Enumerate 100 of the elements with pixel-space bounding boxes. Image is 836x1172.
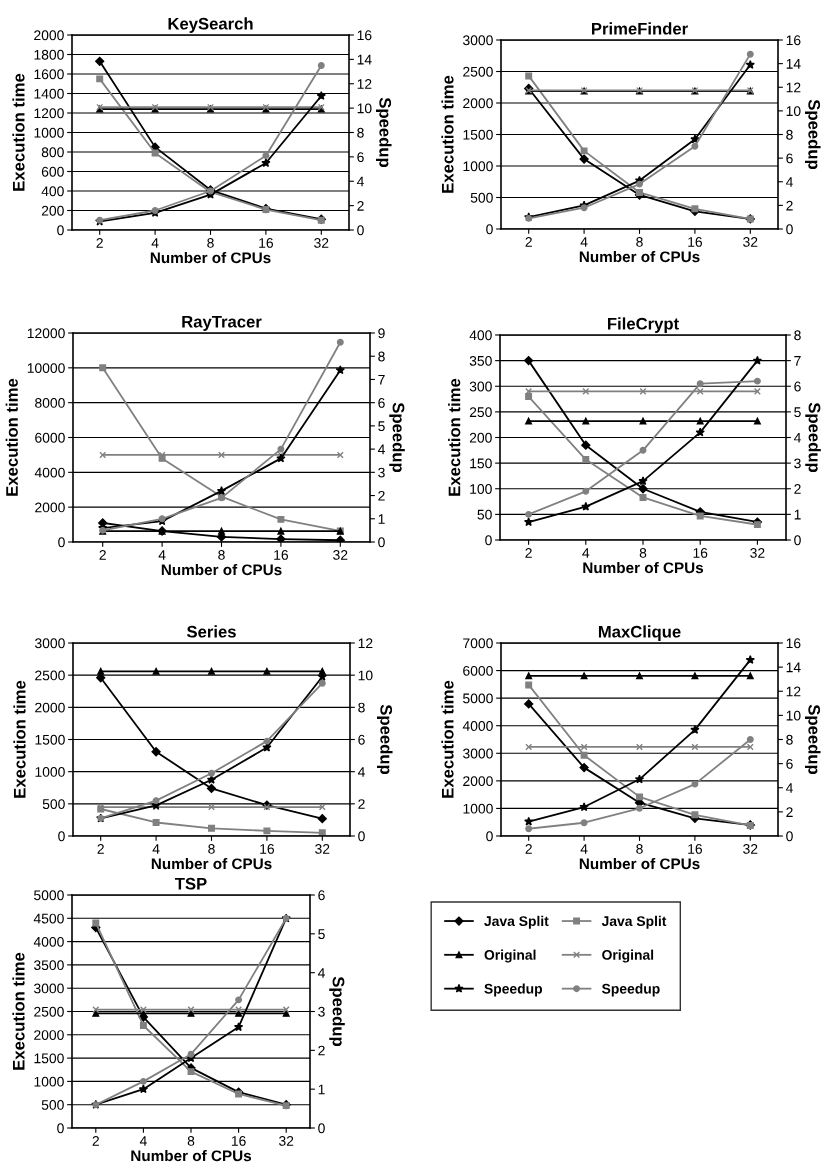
x-tick-label: 2 xyxy=(525,844,532,854)
x-tick-label: 2 xyxy=(96,238,103,248)
y2-tick-label: 0 xyxy=(358,831,365,842)
y-tick-label: 2000 xyxy=(35,502,65,513)
y-tick-label: 4000 xyxy=(462,721,493,731)
y-tick-label: 500 xyxy=(42,799,65,809)
x-tick-label: 4 xyxy=(580,844,588,854)
y-tick-label: 2500 xyxy=(35,670,65,681)
y2-axis-title: Speedup xyxy=(329,976,345,1047)
x-tick-label: 2 xyxy=(92,1136,99,1146)
x-axis-title: Number of CPUs xyxy=(151,857,272,870)
y-axis-title: Execution time xyxy=(441,680,454,798)
y-tick-label: 0 xyxy=(58,831,65,842)
y-tick-label: 2500 xyxy=(34,1006,64,1017)
y2-tick-label: 16 xyxy=(786,35,801,46)
y2-tick-label: 6 xyxy=(786,758,793,769)
x-tick-label: 16 xyxy=(688,237,703,247)
y2-tick-label: 12 xyxy=(786,686,801,697)
y2-tick-label: 2 xyxy=(358,799,365,809)
y2-tick-label: 8 xyxy=(794,330,801,341)
y2-tick-label: 1 xyxy=(794,509,801,520)
y2-tick-label: 3 xyxy=(378,467,385,478)
y-tick-label: 1000 xyxy=(34,127,64,138)
y2-tick-label: 12 xyxy=(786,82,801,93)
y-tick-label: 1500 xyxy=(463,129,493,140)
y-tick-label: 6000 xyxy=(35,432,65,443)
y-tick-label: 2500 xyxy=(463,66,493,77)
x-tick-label: 4 xyxy=(139,1136,147,1146)
y-tick-label: 2000 xyxy=(34,1030,64,1040)
y2-tick-label: 12 xyxy=(357,79,372,89)
y-axis-title: Execution time xyxy=(12,952,25,1070)
y-tick-label: 1000 xyxy=(34,1076,64,1087)
y2-tick-label: 7 xyxy=(794,356,801,366)
y2-tick-label: 0 xyxy=(794,535,801,546)
y-tick-label: 0 xyxy=(486,224,493,235)
y-tick-label: 200 xyxy=(41,205,64,216)
y2-tick-label: 8 xyxy=(786,129,793,140)
legend-label: Original xyxy=(602,949,654,963)
y2-tick-label: 4 xyxy=(785,783,793,793)
y2-tick-label: 0 xyxy=(786,831,793,842)
y-tick-label: 1200 xyxy=(34,108,64,119)
y2-tick-label: 10 xyxy=(786,710,801,721)
y2-tick-label: 4 xyxy=(356,176,364,187)
x-tick-label: 16 xyxy=(231,1136,246,1146)
y2-tick-label: 6 xyxy=(357,152,364,163)
x-tick-label: 8 xyxy=(208,844,215,854)
y-tick-label: 10000 xyxy=(27,363,65,373)
chart-title: Series xyxy=(186,625,236,638)
y2-tick-label: 4 xyxy=(785,177,793,187)
y2-axis-title: Speedup xyxy=(375,97,392,168)
y-tick-label: 2000 xyxy=(463,776,493,787)
y2-tick-label: 8 xyxy=(378,351,385,362)
y2-tick-label: 4 xyxy=(357,767,365,777)
y2-tick-label: 5 xyxy=(318,929,325,939)
y2-tick-label: 2 xyxy=(786,807,793,817)
y-tick-label: 4000 xyxy=(34,467,65,478)
x-axis-title: Number of CPUs xyxy=(579,250,700,263)
legend-label: Java Split xyxy=(601,915,667,929)
y-tick-label: 3000 xyxy=(34,983,64,994)
y-tick-label: 1500 xyxy=(35,734,65,745)
x-tick-label: 16 xyxy=(688,844,703,854)
y-tick-label: 0 xyxy=(58,537,65,548)
y-tick-label: 250 xyxy=(469,407,492,418)
y-tick-label: 400 xyxy=(41,186,64,197)
y-tick-label: 800 xyxy=(41,147,64,158)
y2-tick-label: 4 xyxy=(377,444,385,455)
y2-axis-title: Speedup xyxy=(805,402,821,473)
y2-tick-label: 14 xyxy=(357,54,372,65)
y2-tick-label: 2 xyxy=(794,484,801,494)
x-tick-label: 4 xyxy=(158,550,166,560)
y-tick-label: 2000 xyxy=(463,98,493,109)
y-tick-label: 4500 xyxy=(33,913,64,924)
y-axis-title: Execution time xyxy=(13,680,26,798)
y-tick-label: 500 xyxy=(470,192,493,203)
legend-label: Speedup xyxy=(484,983,543,997)
y-tick-label: 0 xyxy=(486,831,493,842)
y2-tick-label: 3 xyxy=(794,458,801,469)
legend-label: Speedup xyxy=(601,983,660,997)
y2-axis-title: Speedup xyxy=(804,99,821,170)
y2-tick-label: 16 xyxy=(357,30,372,41)
y2-tick-label: 10 xyxy=(786,106,801,117)
x-tick-label: 2 xyxy=(99,550,106,560)
y2-tick-label: 12 xyxy=(358,638,373,649)
y-tick-label: 50 xyxy=(477,509,492,520)
y2-tick-label: 14 xyxy=(786,662,801,673)
y2-tick-label: 0 xyxy=(318,1123,325,1134)
x-tick-label: 8 xyxy=(207,238,214,248)
y-tick-label: 6000 xyxy=(463,665,493,676)
y-tick-label: 500 xyxy=(41,1100,64,1110)
y2-tick-label: 8 xyxy=(786,734,793,745)
y-tick-label: 4000 xyxy=(33,936,64,947)
y2-tick-label: 6 xyxy=(358,734,365,745)
y-tick-label: 300 xyxy=(469,381,492,392)
chart-title: TSP xyxy=(174,877,207,890)
x-tick-label: 2 xyxy=(525,237,532,247)
x-tick-label: 2 xyxy=(525,548,532,558)
y-tick-label: 5000 xyxy=(34,890,64,901)
y-tick-label: 400 xyxy=(469,330,492,341)
x-tick-label: 16 xyxy=(259,238,274,248)
x-tick-label: 16 xyxy=(693,548,708,558)
